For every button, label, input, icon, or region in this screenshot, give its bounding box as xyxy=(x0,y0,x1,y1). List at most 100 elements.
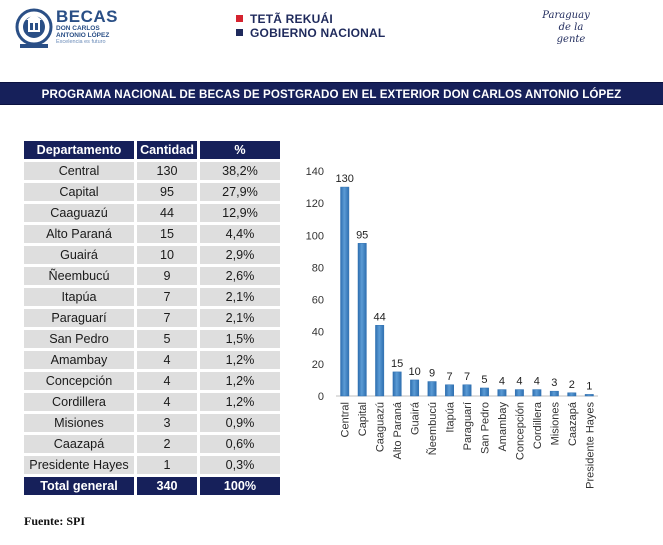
bar xyxy=(567,392,577,397)
y-tick-label: 40 xyxy=(312,327,324,339)
cell-percent: 38,2% xyxy=(200,162,280,180)
becas-title: BECAS xyxy=(56,7,119,26)
x-tick-label: Guairá xyxy=(410,401,422,435)
bar-value-label: 5 xyxy=(481,374,487,386)
table-row: Presidente Hayes 1 0,3% xyxy=(24,456,280,474)
cell-cantidad: 95 xyxy=(137,183,197,201)
cell-percent: 1,5% xyxy=(200,330,280,348)
becas-line2: ANTONIO LÓPEZ xyxy=(56,32,110,39)
bar xyxy=(462,384,472,397)
cell-percent: 2,1% xyxy=(200,309,280,327)
bar-value-label: 3 xyxy=(551,377,557,389)
bar xyxy=(427,381,437,397)
red-square-icon xyxy=(236,15,243,22)
cell-cantidad: 3 xyxy=(137,414,197,432)
table-header-row: Departamento Cantidad % xyxy=(24,141,280,159)
paraguay-logo: Paraguay de la gente xyxy=(536,10,596,45)
bar-value-label: 7 xyxy=(446,371,452,383)
cell-cantidad: 7 xyxy=(137,288,197,306)
y-tick-label: 20 xyxy=(312,359,324,371)
cell-cantidad: 2 xyxy=(137,435,197,453)
bar-value-label: 7 xyxy=(464,371,470,383)
x-tick-label: Capital xyxy=(357,402,369,436)
x-tick-label: Misiones xyxy=(549,402,561,446)
cell-departamento: Capital xyxy=(24,183,134,201)
y-tick-label: 80 xyxy=(312,262,324,274)
cell-departamento: Central xyxy=(24,162,134,180)
gov-line-2: GOBIERNO NACIONAL xyxy=(208,26,408,40)
cell-percent: 0,9% xyxy=(200,414,280,432)
table-row: Paraguarí 7 2,1% xyxy=(24,309,280,327)
cell-departamento: Paraguarí xyxy=(24,309,134,327)
x-tick-label: Caaguazú xyxy=(375,402,387,452)
table-row: San Pedro 5 1,5% xyxy=(24,330,280,348)
table-row: Caazapá 2 0,6% xyxy=(24,435,280,453)
cell-percent: 2,9% xyxy=(200,246,280,264)
table-row: Guairá 10 2,9% xyxy=(24,246,280,264)
becas-tagline: Excelencia es futuro xyxy=(56,39,106,45)
x-tick-label: Concepción xyxy=(514,402,526,460)
cell-cantidad: 44 xyxy=(137,204,197,222)
table-row: Concepción 4 1,2% xyxy=(24,372,280,390)
blue-square-icon xyxy=(236,29,243,36)
cell-cantidad: 4 xyxy=(137,393,197,411)
x-tick-label: Ñeembucú xyxy=(426,402,439,455)
bar xyxy=(549,390,559,397)
total-cell-cantidad: 340 xyxy=(137,477,197,495)
cell-cantidad: 1 xyxy=(137,456,197,474)
cell-departamento: Caaguazú xyxy=(24,204,134,222)
cell-percent: 0,3% xyxy=(200,456,280,474)
bar-value-label: 2 xyxy=(569,379,575,391)
cell-cantidad: 7 xyxy=(137,309,197,327)
cell-cantidad: 9 xyxy=(137,267,197,285)
cell-percent: 1,2% xyxy=(200,372,280,390)
bar-value-label: 15 xyxy=(391,358,403,370)
cell-cantidad: 5 xyxy=(137,330,197,348)
cell-percent: 2,1% xyxy=(200,288,280,306)
header: BECAS DON CARLOS ANTONIO LÓPEZ Excelenci… xyxy=(0,0,663,62)
header-percent: % xyxy=(200,141,280,159)
paraguay-line1: Paraguay xyxy=(542,10,590,21)
cell-departamento: Itapúa xyxy=(24,288,134,306)
cell-departamento: Concepción xyxy=(24,372,134,390)
bar xyxy=(532,389,542,397)
table-row: Alto Paraná 15 4,4% xyxy=(24,225,280,243)
cell-departamento: Misiones xyxy=(24,414,134,432)
x-tick-label: Paraguarí xyxy=(462,402,474,450)
bar xyxy=(514,389,524,397)
x-tick-label: Alto Paraná xyxy=(392,401,404,459)
table-row: Capital 95 27,9% xyxy=(24,183,280,201)
bar xyxy=(410,379,420,397)
cell-departamento: Ñeembucú xyxy=(24,267,134,285)
bar-value-label: 9 xyxy=(429,368,435,380)
table-row: Amambay 4 1,2% xyxy=(24,351,280,369)
header-departamento: Departamento xyxy=(24,141,134,159)
departments-table: Departamento Cantidad % Central 130 38,2% C… xyxy=(21,138,283,498)
bar-value-label: 44 xyxy=(374,311,386,323)
cell-percent: 27,9% xyxy=(200,183,280,201)
cell-departamento: Guairá xyxy=(24,246,134,264)
table-body: Central 130 38,2% Capital 95 27,9% Caaguazú 44 1… xyxy=(24,162,280,495)
cell-percent: 1,2% xyxy=(200,393,280,411)
bar-value-label: 95 xyxy=(356,229,368,241)
y-tick-label: 0 xyxy=(318,391,324,403)
y-tick-label: 120 xyxy=(306,198,324,210)
cell-percent: 4,4% xyxy=(200,225,280,243)
bar xyxy=(497,389,507,397)
cell-percent: 1,2% xyxy=(200,351,280,369)
table-row: Central 130 38,2% xyxy=(24,162,280,180)
becas-emblem-icon xyxy=(15,8,53,48)
bar-value-label: 4 xyxy=(516,376,522,388)
cell-cantidad: 130 xyxy=(137,162,197,180)
gov-line-1: TETÃ REKUÁI xyxy=(208,12,408,26)
cell-departamento: Caazapá xyxy=(24,435,134,453)
becas-wordmark: BECAS DON CARLOS ANTONIO LÓPEZ Excelenci… xyxy=(56,8,118,46)
y-tick-label: 60 xyxy=(312,295,324,307)
bar xyxy=(445,384,454,397)
gov-line1-text: TETÃ REKUÁI xyxy=(250,12,333,26)
bar xyxy=(340,186,350,397)
bar-value-label: 4 xyxy=(534,376,540,388)
y-tick-label: 140 xyxy=(306,166,324,178)
becas-line1: DON CARLOS xyxy=(56,25,100,32)
becas-logo: BECAS DON CARLOS ANTONIO LÓPEZ Excelenci… xyxy=(14,6,124,52)
